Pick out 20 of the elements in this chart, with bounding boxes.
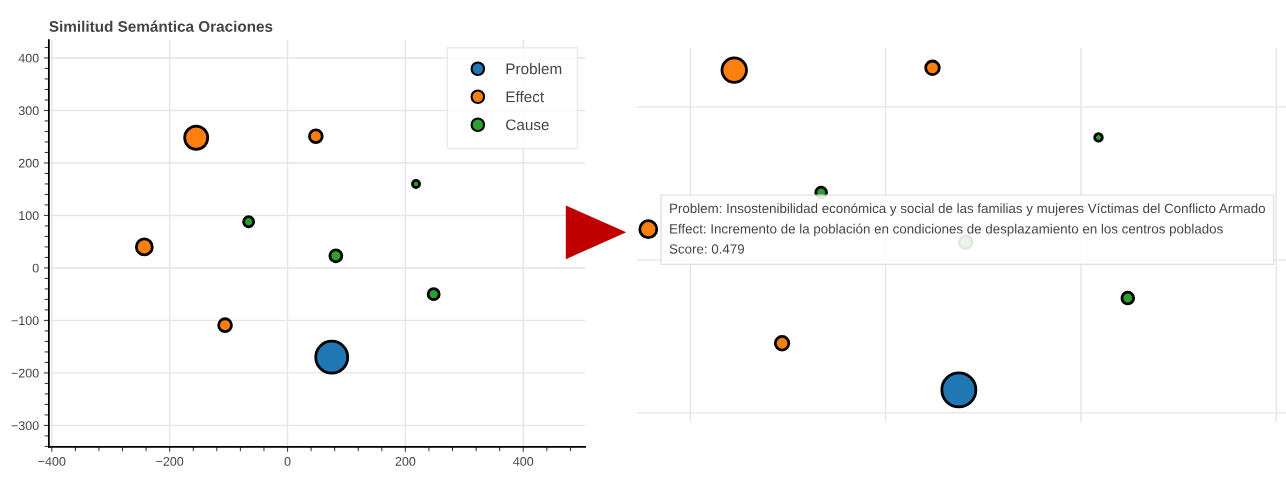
y-tick-label: 300 — [18, 106, 39, 116]
text: Problem: Insostenibilidad económica y social de las familias y mujeres Víctimas del Conflicto Armado — [670, 203, 1266, 216]
x-tick-label: 200 — [395, 457, 416, 466]
y-tick-label: −200 — [11, 368, 39, 378]
x-tick-label: −400 — [38, 457, 66, 466]
y-tick-label: −300 — [11, 421, 39, 431]
x-tick-label: 400 — [513, 457, 534, 466]
text: Score: 0.479 — [669, 244, 745, 254]
x-tick-label: −200 — [156, 457, 184, 466]
text: Effect: Incremento de la población en condiciones de desplazamiento en los centros poblados — [670, 223, 1223, 237]
y-tick-label: 200 — [18, 158, 39, 168]
chart-title: Similitud Semántica Oraciones — [49, 20, 273, 32]
legend-label: Effect — [506, 91, 545, 103]
y-tick-label: −100 — [11, 316, 39, 326]
legend-label: Problem — [506, 63, 562, 75]
legend-label: Cause — [506, 119, 549, 131]
y-tick-label: 0 — [32, 263, 39, 273]
y-tick-label: 100 — [19, 211, 39, 221]
y-tick-label: 400 — [18, 53, 39, 63]
x-tick-label: 0 — [284, 457, 291, 466]
